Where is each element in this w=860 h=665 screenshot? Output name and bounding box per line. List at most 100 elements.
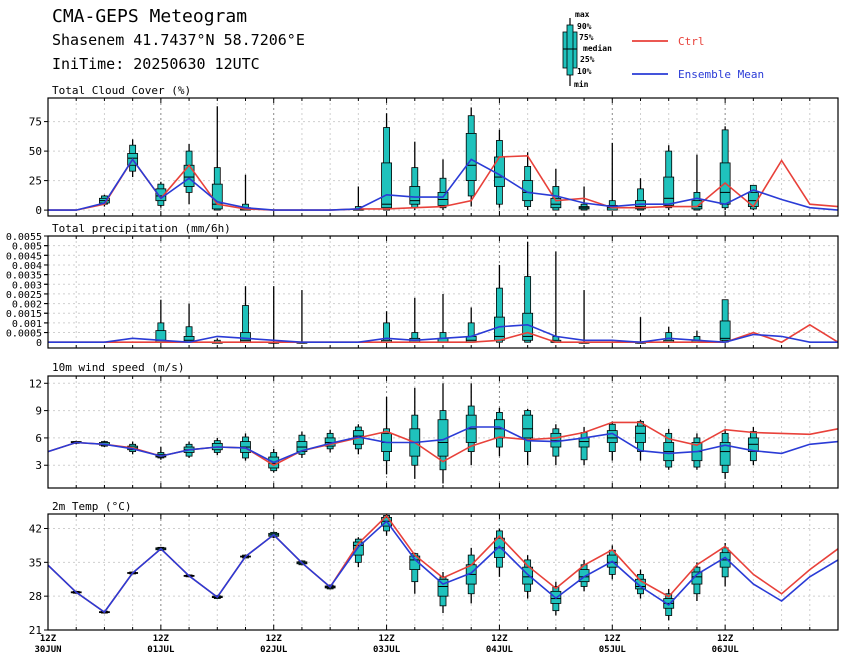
x-tick-date: 30JUN <box>34 645 61 655</box>
x-tick-date: 05JUL <box>599 645 627 655</box>
y-tick-label: 12 <box>29 377 42 390</box>
y-tick-label: 9 <box>35 405 42 418</box>
x-tick-date: 06JUL <box>712 645 740 655</box>
box-p25-p75 <box>606 430 618 443</box>
y-tick-label: 0.0035 <box>6 271 42 282</box>
y-tick-label: 0.002 <box>12 300 42 311</box>
x-tick-date: 01JUL <box>147 645 175 655</box>
legend-key-label: min <box>574 79 589 89</box>
y-tick-label: 0 <box>35 204 42 217</box>
panel-1: 0 25 50 75 Total Cloud Cover (%) <box>29 84 839 217</box>
init-time-label: IniTime: 20250630 12UTC <box>52 55 260 73</box>
x-tick-hour: 12Z <box>717 634 734 644</box>
panel-title: 2m Temp (°C) <box>52 500 131 513</box>
ensemble-box <box>381 113 392 211</box>
y-tick-label: 0.004 <box>12 261 42 272</box>
ensemble-box <box>719 299 731 343</box>
ensemble-mean-line <box>47 520 839 614</box>
x-tick-hour: 12Z <box>266 634 283 644</box>
legend-key-label: max <box>575 10 590 19</box>
box-p25-p75 <box>550 197 562 209</box>
y-tick-label: 3 <box>35 459 42 472</box>
ensemble-box <box>635 419 646 461</box>
ensemble-box <box>635 178 646 211</box>
ensemble-box <box>606 421 618 461</box>
ensemble-box <box>494 407 505 457</box>
box-p25-p75 <box>691 571 703 585</box>
page-title: CMA-GEPS Meteogram <box>52 6 248 27</box>
box-p25-p75 <box>578 569 590 583</box>
ensemble-box <box>240 174 251 211</box>
y-tick-label: 0.0055 <box>6 232 42 243</box>
x-tick-date: 04JUL <box>486 645 514 655</box>
ensemble-box <box>719 428 731 479</box>
ensemble-box <box>494 264 505 343</box>
x-tick-hour: 12Z <box>40 634 57 644</box>
ensemble-box <box>437 159 449 211</box>
panel-frame <box>47 513 839 631</box>
panel-title: Total precipitation (mm/6h) <box>52 222 231 235</box>
box-p25-p75 <box>522 566 534 585</box>
ensemble-box <box>635 317 646 344</box>
legend-key-label: median <box>583 43 612 53</box>
panel-frame <box>47 235 839 349</box>
y-tick-label: 0.0015 <box>6 309 42 320</box>
y-tick-label: 0.0045 <box>6 251 42 262</box>
x-tick-date: 02JUL <box>260 645 288 655</box>
ensemble-box <box>550 168 562 211</box>
box-p25-p75 <box>691 200 703 210</box>
ensemble-box <box>747 426 759 466</box>
legend-key-label: 90% <box>577 22 592 31</box>
ensemble-box <box>465 383 477 466</box>
panel-frame <box>47 375 839 489</box>
x-tick-hour: 12Z <box>604 634 621 644</box>
box-p25-p75 <box>409 186 421 205</box>
ensemble-box <box>606 142 618 211</box>
box-p25-p75 <box>719 442 731 466</box>
legend-key-label: 25% <box>580 55 595 64</box>
y-tick-label: 25 <box>29 175 42 188</box>
legend-key-label: 75% <box>579 33 594 42</box>
ensemble-box <box>494 129 505 208</box>
ensemble-box <box>550 424 562 466</box>
y-tick-label: 35 <box>29 556 42 569</box>
y-tick-label: 0 <box>36 338 42 349</box>
ensemble-mean-line <box>47 426 839 464</box>
legend: max 90% 75%median 25% 10% min Ctrl Ensemble Mea… <box>562 10 764 89</box>
ensemble-box <box>691 154 703 211</box>
ensemble-box <box>719 126 731 211</box>
ensemble-box <box>522 555 534 599</box>
ensemble-box <box>155 299 167 343</box>
ensemble-box <box>663 428 675 470</box>
box-p25-p75 <box>719 320 731 341</box>
ensemble-box <box>183 303 195 343</box>
ensemble-box <box>465 547 477 604</box>
ensemble-box <box>437 383 449 484</box>
x-axis-labels: 12Z30JUN12Z01JUL12Z02JUL12Z03JUL12Z04JUL… <box>34 634 739 655</box>
legend-inner-box <box>566 24 574 76</box>
box-p25-p75 <box>663 176 675 206</box>
y-tick-label: 6 <box>35 432 42 445</box>
ensemble-box <box>691 562 703 601</box>
panel-3: 3 6 9 12 10m wind speed (m/s) <box>29 361 839 489</box>
ensemble-box <box>240 286 251 343</box>
location-label: Shasenem 41.7437°N 58.7206°E <box>52 31 305 49</box>
ensemble-box <box>578 290 590 344</box>
box-p25-p75 <box>522 414 534 439</box>
panel-title: 10m wind speed (m/s) <box>52 361 184 374</box>
ensemble-box <box>663 145 675 211</box>
legend-ctrl-label: Ctrl <box>678 35 705 48</box>
panel-frame <box>47 97 839 217</box>
y-tick-label: 42 <box>29 523 42 536</box>
x-tick-hour: 12Z <box>378 634 395 644</box>
x-tick-hour: 12Z <box>491 634 508 644</box>
box-p25-p75 <box>578 437 590 448</box>
box-p25-p75 <box>352 541 364 556</box>
box-p25-p75 <box>465 132 477 181</box>
y-tick-label: 75 <box>29 116 42 129</box>
ensemble-mean-line <box>48 157 839 211</box>
ctrl-line <box>48 154 839 211</box>
y-tick-label: 0.0005 <box>6 329 42 340</box>
ensemble-box <box>522 241 534 343</box>
